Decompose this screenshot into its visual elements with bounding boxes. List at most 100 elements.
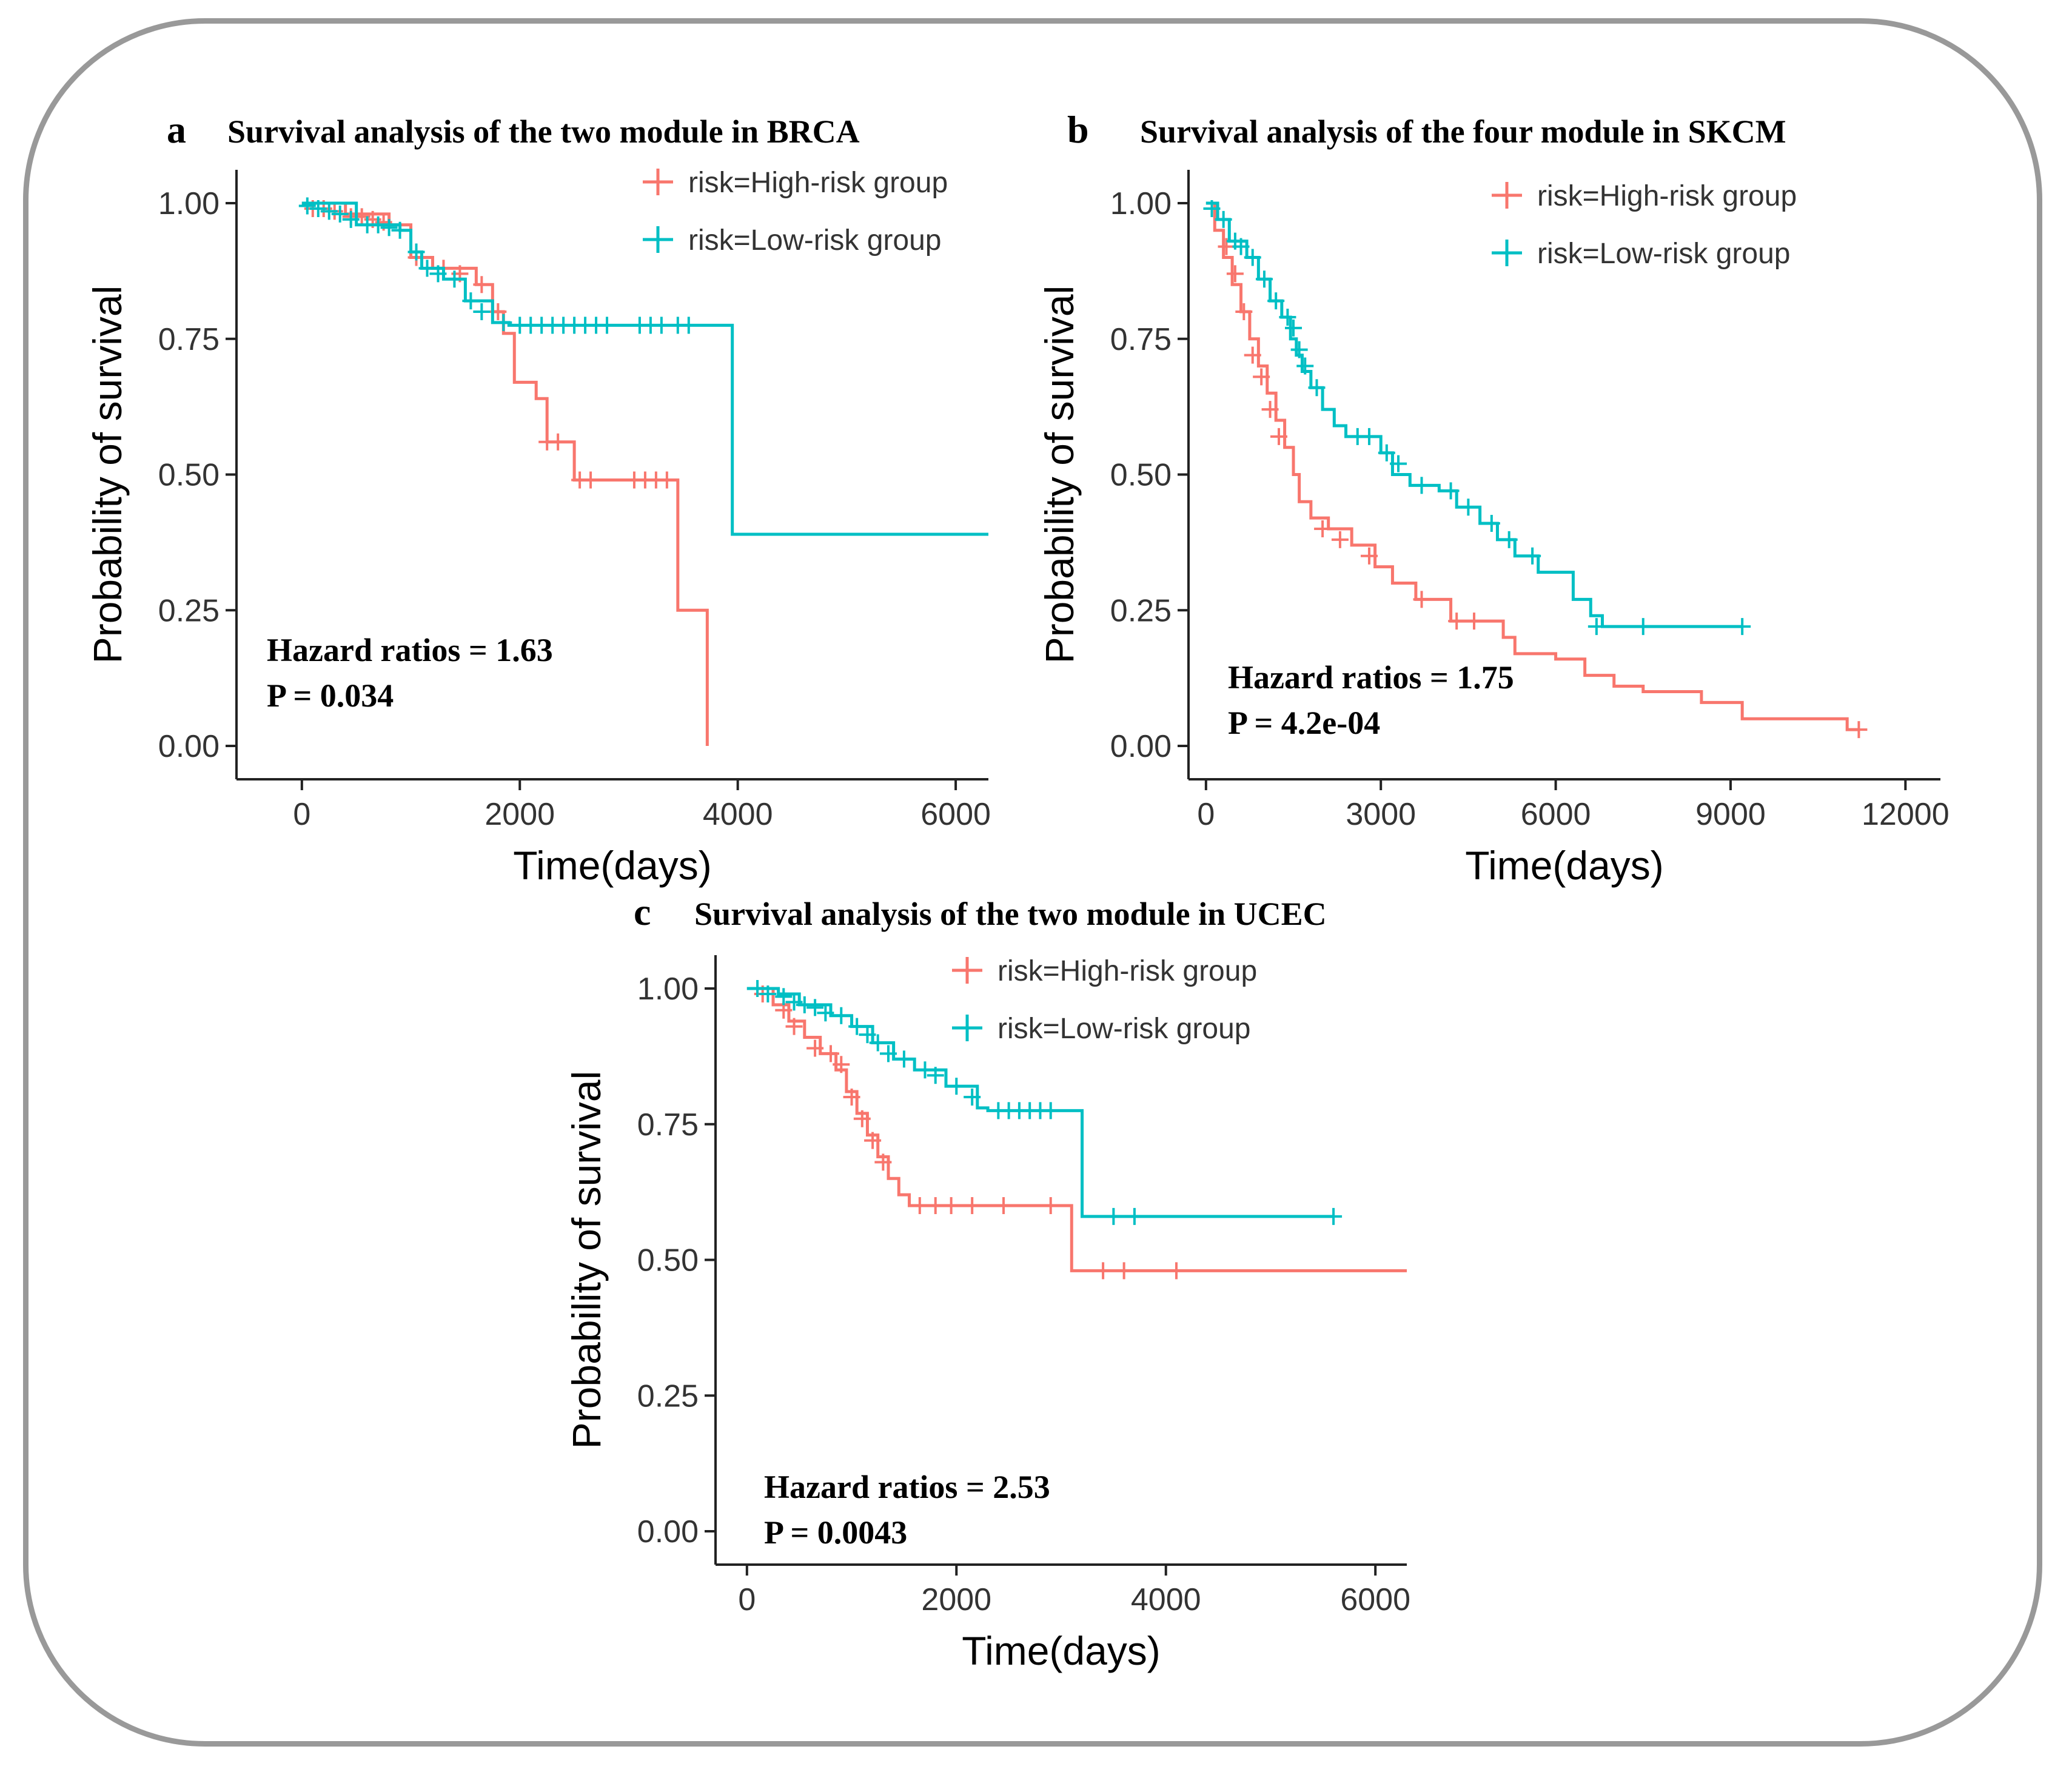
censor-mark bbox=[1378, 444, 1395, 462]
censor-mark bbox=[833, 1056, 850, 1073]
chart-title: Survival analysis of the two module in B… bbox=[227, 113, 860, 150]
low-risk-curve-group bbox=[298, 197, 988, 536]
censor-mark bbox=[1390, 455, 1407, 472]
censor-mark bbox=[1314, 520, 1332, 537]
censor-mark bbox=[342, 210, 360, 228]
x-axis-label: Time(days) bbox=[1465, 843, 1664, 888]
x-tick-label: 12000 bbox=[1862, 797, 1950, 832]
low-risk-curve-group bbox=[1203, 200, 1751, 636]
high-risk-curve-group bbox=[1205, 201, 1868, 739]
censor-mark bbox=[1634, 618, 1652, 636]
censor-mark bbox=[1042, 1197, 1059, 1214]
censor-mark bbox=[1524, 547, 1541, 565]
hazard-ratio-text: Hazard ratios = 1.63 bbox=[267, 632, 553, 668]
censor-mark bbox=[1325, 1207, 1343, 1225]
y-tick-label: 0.25 bbox=[1110, 593, 1172, 628]
censor-mark bbox=[391, 221, 409, 239]
censor-mark bbox=[1850, 721, 1868, 739]
censor-mark bbox=[964, 1197, 981, 1214]
censor-mark bbox=[658, 471, 676, 489]
hazard-ratio-text: Hazard ratios = 1.75 bbox=[1228, 659, 1514, 696]
p-value-text: P = 0.0043 bbox=[764, 1514, 907, 1551]
censor-mark bbox=[995, 1197, 1012, 1214]
legend-key-high bbox=[1492, 182, 1522, 209]
y-axis-label: Probability of survival bbox=[1037, 286, 1082, 664]
censor-mark bbox=[473, 276, 491, 294]
legend-key-high bbox=[643, 169, 673, 195]
censor-mark bbox=[1168, 1262, 1185, 1280]
y-axis-label: Probability of survival bbox=[564, 1071, 609, 1449]
censor-mark bbox=[1042, 1102, 1059, 1119]
censor-mark bbox=[942, 1197, 960, 1214]
censor-mark bbox=[1115, 1262, 1133, 1280]
km-chart-skcm: b Survival analysis of the four module in… bbox=[1037, 108, 1950, 888]
censor-mark bbox=[369, 216, 387, 233]
legend-key-low bbox=[1492, 240, 1522, 266]
censor-mark bbox=[1261, 401, 1279, 418]
censor-mark bbox=[298, 197, 316, 215]
censor-mark bbox=[1244, 346, 1261, 364]
censor-mark bbox=[1360, 428, 1378, 445]
y-tick-label: 1.00 bbox=[1110, 186, 1172, 221]
censor-mark bbox=[785, 993, 803, 1011]
censor-mark bbox=[1125, 1207, 1143, 1225]
censor-mark bbox=[380, 219, 398, 237]
p-value-text: P = 4.2e-04 bbox=[1228, 705, 1380, 741]
censor-mark bbox=[598, 317, 616, 334]
y-tick-label: 1.00 bbox=[158, 186, 220, 221]
censor-mark bbox=[1460, 498, 1477, 516]
hazard-ratio-text: Hazard ratios = 2.53 bbox=[764, 1469, 1050, 1505]
censor-mark bbox=[833, 1007, 850, 1024]
censor-mark bbox=[1588, 618, 1605, 636]
panel-b: b Survival analysis of the four module in… bbox=[1031, 61, 1977, 910]
censor-mark bbox=[1285, 319, 1303, 337]
y-tick-label: 0.50 bbox=[637, 1243, 699, 1278]
censor-mark bbox=[796, 996, 813, 1013]
censor-mark bbox=[1296, 357, 1314, 375]
low-risk-curve-group bbox=[746, 980, 1343, 1225]
censor-mark bbox=[331, 205, 349, 223]
censor-mark bbox=[418, 260, 436, 277]
censor-mark bbox=[680, 317, 697, 334]
censor-mark bbox=[916, 1061, 934, 1079]
censor-mark bbox=[749, 980, 766, 997]
censor-mark bbox=[785, 1018, 803, 1035]
legend-key-low bbox=[643, 226, 673, 253]
censor-mark bbox=[1267, 292, 1285, 310]
censor-mark bbox=[429, 265, 447, 283]
chart-title: Survival analysis of the four module in … bbox=[1140, 113, 1786, 150]
y-tick-label: 0.25 bbox=[158, 593, 220, 628]
censor-mark bbox=[864, 1132, 882, 1149]
high-risk-curve bbox=[746, 987, 1407, 1272]
x-tick-label: 9000 bbox=[1695, 797, 1766, 832]
censor-mark bbox=[775, 988, 793, 1005]
legend-key-high bbox=[952, 957, 982, 984]
censor-mark bbox=[582, 471, 600, 489]
censor-mark bbox=[1226, 265, 1244, 283]
censor-mark bbox=[859, 1026, 876, 1044]
x-tick-label: 2000 bbox=[484, 797, 555, 832]
x-tick-label: 6000 bbox=[1340, 1582, 1410, 1617]
y-tick-label: 1.00 bbox=[637, 972, 699, 1007]
legend-label: risk=High-risk group bbox=[1537, 180, 1797, 212]
censor-mark bbox=[911, 1197, 928, 1214]
censor-mark bbox=[927, 1067, 944, 1084]
censor-mark bbox=[1095, 1262, 1112, 1280]
x-tick-label: 4000 bbox=[1131, 1582, 1201, 1617]
censor-mark bbox=[843, 1089, 860, 1106]
censor-mark bbox=[1244, 249, 1261, 266]
panel-letter: a bbox=[167, 108, 186, 151]
y-tick-label: 0.75 bbox=[637, 1107, 699, 1143]
p-value-text: P = 0.034 bbox=[267, 677, 394, 714]
x-tick-label: 6000 bbox=[920, 797, 991, 832]
y-axis-label: Probability of survival bbox=[85, 286, 130, 664]
chart-title: Survival analysis of the two module in U… bbox=[694, 896, 1327, 932]
censor-mark bbox=[1413, 591, 1430, 608]
censor-mark bbox=[1308, 379, 1326, 397]
x-tick-label: 0 bbox=[1197, 797, 1215, 832]
y-tick-label: 0.00 bbox=[1110, 729, 1172, 764]
x-tick-label: 4000 bbox=[703, 797, 773, 832]
censor-mark bbox=[895, 1050, 913, 1068]
high-risk-curve-group bbox=[746, 985, 1407, 1280]
censor-mark bbox=[473, 303, 491, 320]
